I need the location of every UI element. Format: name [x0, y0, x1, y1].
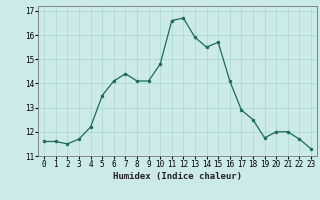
- X-axis label: Humidex (Indice chaleur): Humidex (Indice chaleur): [113, 172, 242, 181]
